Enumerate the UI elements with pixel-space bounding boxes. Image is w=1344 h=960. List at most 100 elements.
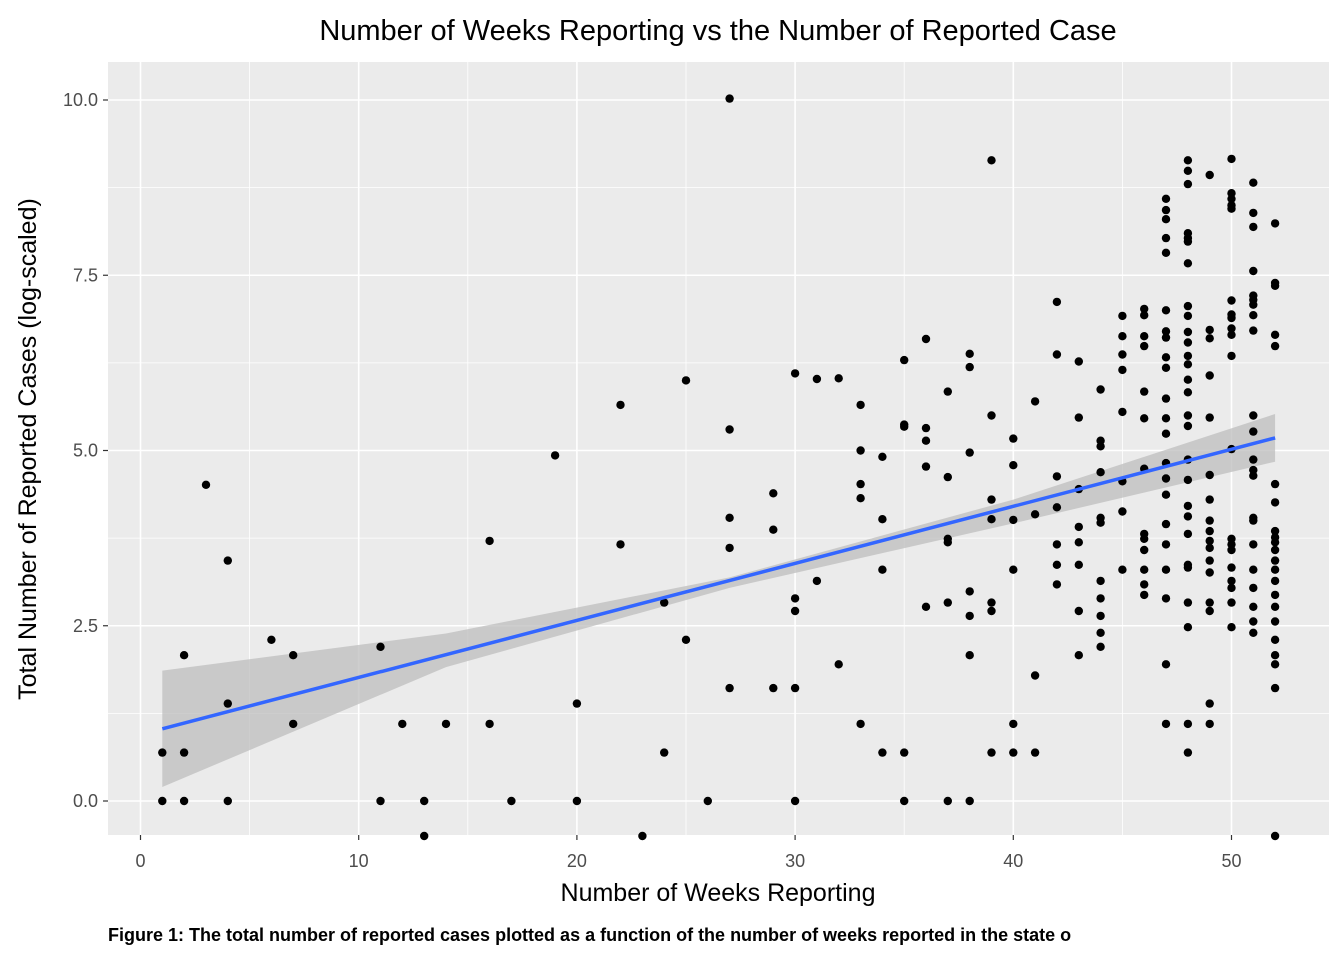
data-point <box>223 699 232 708</box>
data-point <box>878 452 887 461</box>
data-point <box>1074 357 1084 366</box>
data-point <box>900 796 909 806</box>
data-point <box>1270 602 1280 611</box>
data-point <box>1227 154 1236 164</box>
data-point <box>1140 332 1149 341</box>
data-point <box>1270 219 1280 228</box>
data-point <box>398 719 407 729</box>
data-point <box>943 796 952 806</box>
data-point <box>507 796 516 806</box>
data-point <box>1227 313 1236 323</box>
data-point <box>1096 628 1105 637</box>
data-point <box>1161 414 1171 423</box>
data-point <box>943 472 952 482</box>
data-point <box>1205 470 1214 480</box>
data-point <box>1205 371 1214 380</box>
data-point <box>1161 363 1171 372</box>
fit-line <box>161 436 1276 731</box>
data-point <box>790 369 800 378</box>
data-point <box>965 362 974 372</box>
data-point <box>1052 560 1062 569</box>
data-point <box>1161 327 1171 336</box>
confidence-band <box>162 414 1276 787</box>
y-tick-label: 0.0 <box>73 791 98 811</box>
data-point <box>1074 651 1084 660</box>
data-point <box>1074 522 1084 532</box>
data-point <box>1270 545 1280 555</box>
data-point <box>376 642 385 651</box>
data-point <box>1205 413 1214 422</box>
data-point <box>812 576 822 586</box>
data-point <box>1183 388 1193 397</box>
data-point <box>1183 421 1193 431</box>
data-point <box>1183 311 1193 321</box>
data-point <box>790 606 800 616</box>
data-point <box>1183 475 1193 485</box>
data-point <box>921 334 931 344</box>
data-point <box>1009 748 1018 757</box>
data-point <box>1227 204 1236 213</box>
data-point <box>1009 515 1018 525</box>
data-point <box>179 651 189 660</box>
data-point <box>856 446 865 455</box>
data-point <box>1249 602 1258 611</box>
data-point <box>1183 563 1193 572</box>
data-point <box>1096 642 1105 651</box>
data-point <box>1161 205 1171 215</box>
figure-caption: Figure 1: The total number of reported c… <box>108 925 1071 945</box>
data-point <box>725 513 734 522</box>
data-point <box>1183 259 1193 268</box>
data-point <box>1009 434 1018 443</box>
data-point <box>1205 699 1214 708</box>
data-point <box>1161 540 1171 549</box>
data-point <box>790 683 800 693</box>
x-axis-label: Number of Weeks Reporting <box>561 879 876 907</box>
data-point <box>1030 671 1040 680</box>
data-point <box>1205 543 1214 553</box>
data-point <box>921 436 931 445</box>
data-point <box>1183 598 1193 607</box>
data-point <box>1249 455 1258 464</box>
data-point <box>1161 490 1171 499</box>
y-tick-label: 5.0 <box>73 441 98 461</box>
data-point <box>1074 560 1084 569</box>
data-point <box>987 598 996 607</box>
data-point <box>900 748 909 757</box>
data-point <box>1096 468 1105 477</box>
data-point <box>1161 333 1171 342</box>
data-point <box>660 598 669 607</box>
data-point <box>289 651 298 660</box>
data-point <box>1140 590 1149 600</box>
data-point <box>856 479 865 489</box>
data-point <box>1227 583 1236 593</box>
data-point <box>769 489 778 498</box>
data-point <box>1140 580 1149 589</box>
data-point <box>1205 568 1214 577</box>
data-point <box>1205 526 1214 536</box>
data-point <box>1227 545 1236 555</box>
data-point <box>1096 385 1105 394</box>
data-point <box>638 831 647 841</box>
data-point <box>1270 683 1280 693</box>
data-point <box>965 611 974 621</box>
data-point <box>1249 583 1258 593</box>
data-point <box>1052 540 1062 549</box>
data-point <box>485 719 494 729</box>
data-point <box>1270 330 1280 339</box>
data-point <box>1118 332 1127 341</box>
data-point <box>1009 719 1018 729</box>
minor-gridlines <box>108 62 1329 835</box>
data-point <box>1161 474 1171 483</box>
data-point <box>1118 407 1127 417</box>
data-point <box>1270 479 1280 489</box>
data-point <box>660 748 669 757</box>
data-point <box>158 796 167 806</box>
data-point <box>1249 565 1258 574</box>
data-point <box>921 462 931 471</box>
data-point <box>1270 565 1280 574</box>
data-point <box>1140 545 1149 555</box>
data-point <box>1030 510 1040 519</box>
data-point <box>201 480 211 489</box>
y-axis-label: Total Number of Reported Cases (log-scal… <box>14 198 42 700</box>
data-point <box>965 448 974 457</box>
